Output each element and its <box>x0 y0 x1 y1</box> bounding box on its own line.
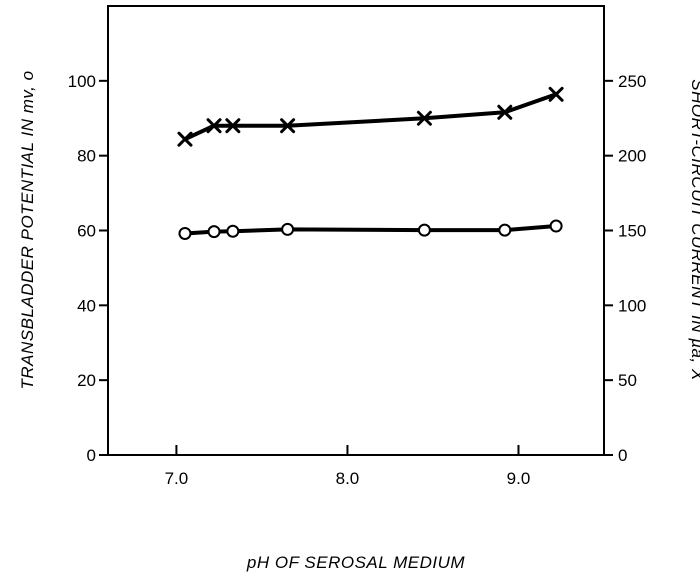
data-point-circle <box>417 223 431 237</box>
y-left-tick-label: 80 <box>77 147 96 166</box>
data-point-circle <box>549 219 563 233</box>
y-left-tick-label: 100 <box>68 72 96 91</box>
data-point-x <box>206 118 222 134</box>
y-right-tick-label: 250 <box>618 72 646 91</box>
y-right-tick-label: 200 <box>618 147 646 166</box>
ticks <box>99 79 613 456</box>
x-tick-label: 7.0 <box>165 469 189 488</box>
data-point-x <box>497 104 513 120</box>
data-point-circle <box>498 223 512 237</box>
x-tick-label: 9.0 <box>507 469 531 488</box>
series-layer <box>177 86 564 240</box>
data-point-circle <box>281 222 295 236</box>
data-point-x <box>416 110 432 126</box>
tick-labels: 7.0 8.0 9.0 0 20 40 60 80 100 0 50 100 150 200 250 <box>68 72 647 488</box>
y-left-axis-title: TRANSBLADDER POTENTIAL IN mv, o <box>18 70 37 389</box>
x-axis-title: pH OF SEROSAL MEDIUM <box>246 553 465 572</box>
y-right-tick-label: 0 <box>618 446 627 465</box>
data-point-x <box>225 118 241 134</box>
y-left-tick-label: 60 <box>77 222 96 241</box>
y-left-tick-label: 40 <box>77 296 96 315</box>
data-point-x <box>177 131 193 147</box>
y-left-tick-label: 0 <box>87 446 96 465</box>
y-left-tick-label: 20 <box>77 371 96 390</box>
data-point-x <box>280 118 296 134</box>
data-point-circle <box>207 225 221 239</box>
data-point-circle <box>178 226 192 240</box>
y-right-tick-label: 150 <box>618 222 646 241</box>
y-right-tick-label: 50 <box>618 371 637 390</box>
data-point-x <box>548 86 564 102</box>
x-tick-label: 8.0 <box>336 469 360 488</box>
data-point-circle <box>226 224 240 238</box>
y-right-axis-title: SHORT-CIRCUIT CURRENT IN µa, X <box>688 79 700 381</box>
y-right-tick-label: 100 <box>618 296 646 315</box>
